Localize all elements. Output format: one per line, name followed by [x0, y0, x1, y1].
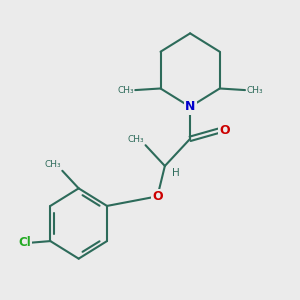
Text: O: O [152, 190, 163, 203]
Text: CH₃: CH₃ [128, 135, 144, 144]
Text: CH₃: CH₃ [117, 85, 134, 94]
Text: CH₃: CH₃ [247, 85, 263, 94]
Text: CH₃: CH₃ [44, 160, 61, 169]
Text: N: N [185, 100, 195, 113]
Text: H: H [172, 168, 180, 178]
Text: O: O [220, 124, 230, 137]
Text: Cl: Cl [18, 236, 31, 249]
